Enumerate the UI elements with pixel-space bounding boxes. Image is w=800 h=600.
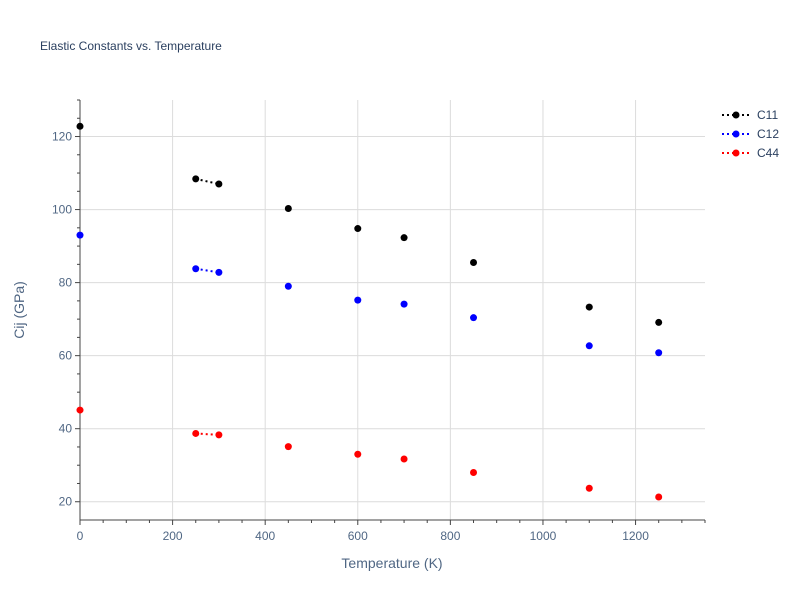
series-c12 <box>76 231 663 357</box>
data-point[interactable] <box>76 231 84 239</box>
data-point[interactable] <box>585 303 593 311</box>
data-point[interactable] <box>655 493 663 501</box>
data-point[interactable] <box>470 259 478 267</box>
legend-label: C44 <box>757 146 779 160</box>
data-point[interactable] <box>354 296 362 304</box>
data-point[interactable] <box>215 180 223 188</box>
series-line <box>195 177 220 185</box>
series-layer <box>76 122 663 501</box>
data-point[interactable] <box>76 122 84 130</box>
y-tick-label: 20 <box>59 495 73 509</box>
x-tick-label: 1200 <box>622 529 649 543</box>
data-point[interactable] <box>470 314 478 322</box>
series-line <box>195 267 220 274</box>
legend-item-c12[interactable]: C12 <box>722 127 779 141</box>
data-point[interactable] <box>284 443 292 451</box>
y-tick-label: 40 <box>59 422 73 436</box>
data-point[interactable] <box>192 429 200 437</box>
data-point[interactable] <box>400 300 408 308</box>
data-point[interactable] <box>470 469 478 477</box>
data-point[interactable] <box>400 455 408 463</box>
data-point[interactable] <box>585 484 593 492</box>
y-axis-label: Cij (GPa) <box>11 281 27 339</box>
series-c44 <box>76 406 663 501</box>
data-point[interactable] <box>215 431 223 439</box>
grid <box>80 100 705 520</box>
data-point[interactable] <box>655 349 663 357</box>
x-tick-label: 400 <box>255 529 275 543</box>
data-point[interactable] <box>585 342 593 350</box>
series-line <box>195 432 219 436</box>
legend-swatch-marker <box>732 149 740 157</box>
data-point[interactable] <box>655 318 663 326</box>
legend-item-c44[interactable]: C44 <box>722 146 779 160</box>
y-tick-label: 120 <box>52 130 72 144</box>
y-tick-label: 100 <box>52 203 72 217</box>
data-point[interactable] <box>354 450 362 458</box>
x-axis-label: Temperature (K) <box>341 555 442 571</box>
legend-swatch-marker <box>732 111 740 119</box>
x-tick-label: 0 <box>77 529 84 543</box>
legend-item-c11[interactable]: C11 <box>722 108 778 122</box>
legend-label: C11 <box>757 108 778 122</box>
data-point[interactable] <box>284 282 292 290</box>
legend[interactable]: C11 C12 C44 <box>722 108 779 160</box>
data-point[interactable] <box>76 406 84 414</box>
x-tick-label: 800 <box>440 529 460 543</box>
x-tick-label: 1000 <box>530 529 557 543</box>
data-point[interactable] <box>215 268 223 276</box>
data-point[interactable] <box>284 204 292 212</box>
chart-title: Elastic Constants vs. Temperature <box>40 39 222 53</box>
data-point[interactable] <box>400 234 408 242</box>
data-point[interactable] <box>192 265 200 273</box>
y-tick-label: 60 <box>59 349 73 363</box>
data-point[interactable] <box>192 175 200 183</box>
data-point[interactable] <box>354 225 362 233</box>
legend-swatch-marker <box>732 130 740 138</box>
x-tick-label: 200 <box>163 529 183 543</box>
axes: 0 200 400 600 800 1000 1200 20 40 60 80 100 120 <box>52 99 706 543</box>
x-tick-label: 600 <box>348 529 368 543</box>
series-c11 <box>76 122 663 326</box>
legend-label: C12 <box>757 127 779 141</box>
y-tick-label: 80 <box>59 276 73 290</box>
